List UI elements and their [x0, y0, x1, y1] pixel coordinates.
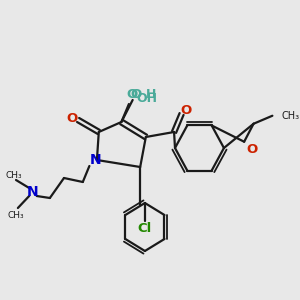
Text: CH₃: CH₃ [6, 170, 22, 179]
Text: CH₃: CH₃ [8, 211, 24, 220]
Text: N: N [27, 185, 39, 199]
Text: N: N [90, 153, 102, 167]
Text: O: O [131, 88, 142, 101]
Text: OH: OH [136, 92, 158, 104]
Text: O: O [126, 88, 137, 100]
Text: O: O [66, 112, 77, 125]
Text: O: O [181, 103, 192, 116]
Text: H: H [146, 88, 156, 101]
Text: Cl: Cl [138, 223, 152, 236]
Text: CH₃: CH₃ [282, 111, 300, 121]
Text: O: O [246, 143, 257, 156]
